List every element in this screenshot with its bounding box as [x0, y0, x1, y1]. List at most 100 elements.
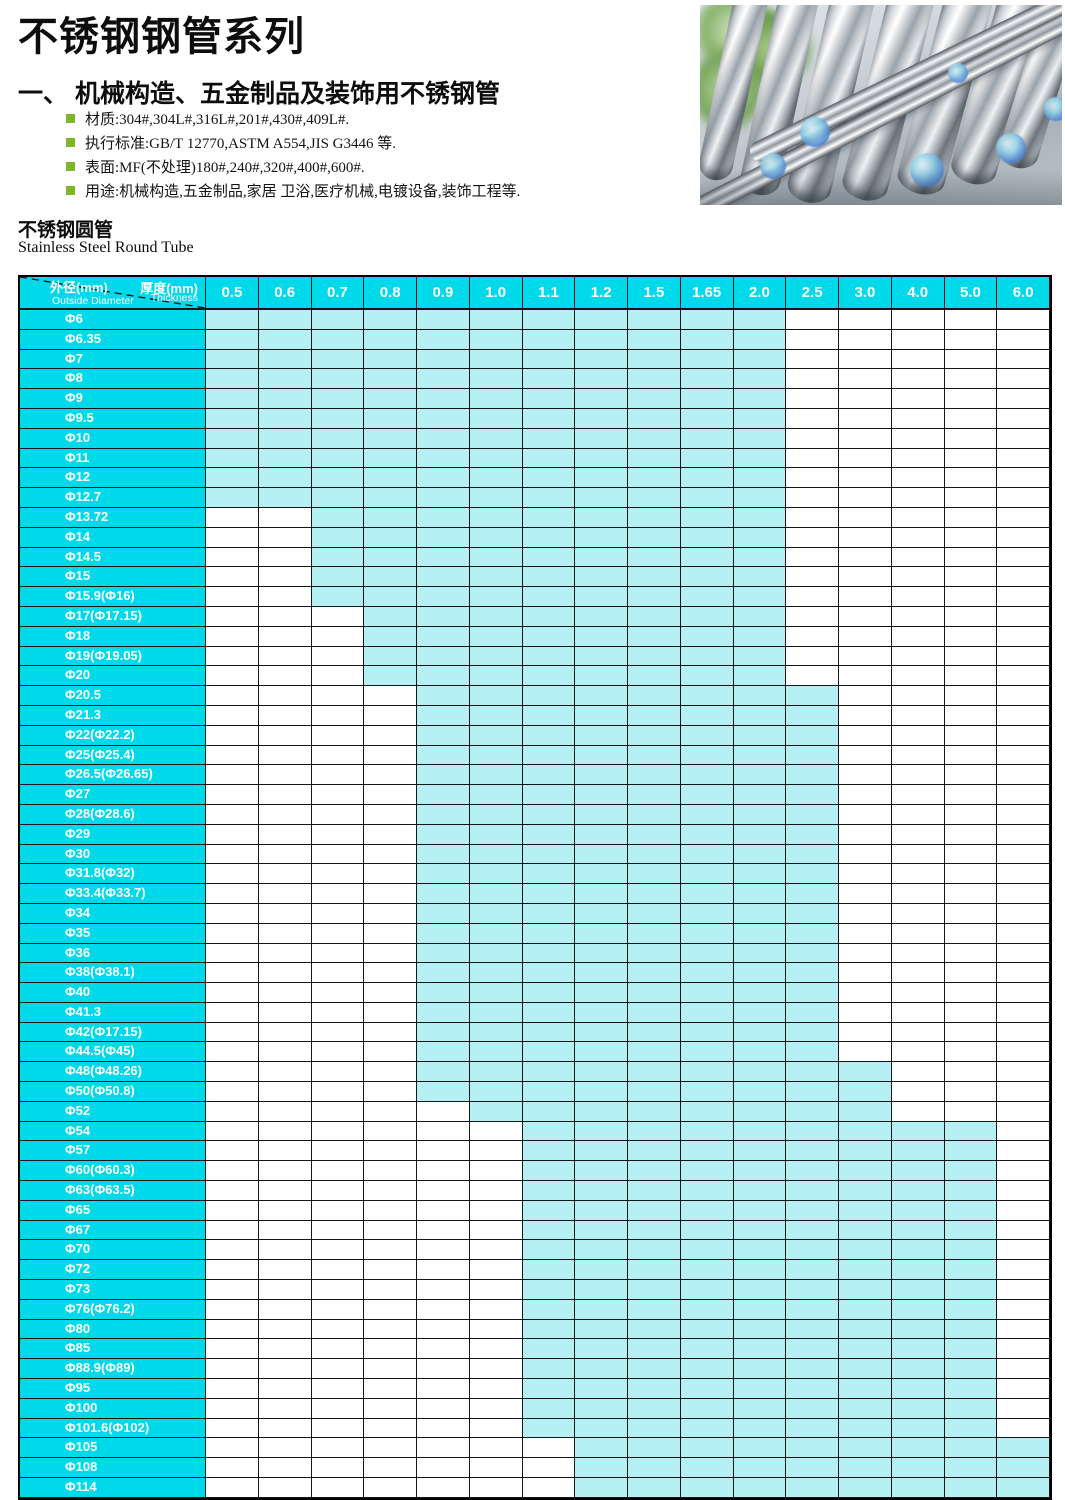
availability-cell: [258, 824, 312, 845]
availability-cell: [522, 1062, 576, 1083]
availability-cell: [628, 547, 681, 568]
availability-cell: [311, 448, 365, 469]
availability-cell: [522, 626, 576, 647]
availability-cell: [258, 448, 312, 469]
availability-cell: [733, 1339, 787, 1360]
availability-cell: [469, 488, 523, 508]
availability-cell: [680, 745, 734, 766]
availability-cell: [786, 903, 839, 924]
outside-diameter-row-label: Φ19(Φ19.05): [20, 646, 206, 667]
availability-cell: [258, 1062, 312, 1083]
outside-diameter-row-label: Φ65: [20, 1200, 206, 1221]
outside-diameter-row-label: Φ12.7: [20, 488, 206, 508]
availability-cell: [944, 1260, 998, 1281]
availability-cell: [628, 527, 681, 548]
availability-cell: [628, 705, 681, 726]
availability-cell: [628, 329, 681, 350]
availability-cell: [891, 468, 945, 489]
availability-cell: [417, 1220, 470, 1241]
availability-cell: [311, 1200, 365, 1221]
availability-cell: [680, 1438, 734, 1459]
availability-cell: [364, 349, 417, 370]
availability-cell: [680, 646, 734, 667]
availability-cell: [733, 943, 787, 964]
availability-cell: [839, 923, 892, 944]
availability-cell: [839, 1181, 892, 1201]
availability-cell: [944, 349, 998, 370]
availability-cell: [522, 1458, 576, 1479]
availability-cell: [364, 428, 417, 449]
availability-cell: [680, 567, 734, 588]
availability-cell: [258, 587, 312, 607]
availability-cell: [628, 1101, 681, 1122]
availability-cell: [522, 1339, 576, 1360]
availability-cell: [364, 725, 417, 746]
availability-cell: [417, 428, 470, 449]
availability-cell: [839, 1260, 892, 1281]
availability-cell: [522, 1200, 576, 1221]
availability-cell: [522, 1260, 576, 1281]
availability-cell: [628, 963, 681, 984]
availability-cell: [891, 1062, 945, 1083]
outside-diameter-row-label: Φ80: [20, 1319, 206, 1340]
availability-cell: [944, 369, 998, 390]
availability-cell: [206, 606, 259, 627]
availability-cell: [733, 884, 787, 904]
availability-cell: [628, 1478, 681, 1498]
availability-cell: [891, 349, 945, 370]
availability-cell: [839, 705, 892, 726]
availability-cell: [997, 943, 1050, 964]
availability-cell: [417, 1398, 470, 1419]
availability-cell: [417, 1458, 470, 1479]
availability-cell: [944, 1181, 998, 1201]
availability-cell: [364, 745, 417, 766]
availability-cell: [628, 983, 681, 1003]
availability-cell: [786, 408, 839, 429]
availability-cell: [575, 765, 628, 786]
availability-cell: [364, 1458, 417, 1479]
availability-cell: [522, 1161, 576, 1182]
availability-cell: [839, 666, 892, 687]
availability-cell: [417, 765, 470, 786]
availability-cell: [311, 1478, 365, 1498]
availability-cell: [891, 745, 945, 766]
availability-cell: [311, 1398, 365, 1419]
availability-cell: [364, 1398, 417, 1419]
availability-cell: [839, 329, 892, 350]
availability-cell: [944, 606, 998, 627]
availability-cell: [733, 1002, 787, 1023]
availability-cell: [839, 349, 892, 370]
corner-thickness-en: Thickness: [150, 292, 198, 304]
availability-cell: [628, 389, 681, 409]
availability-cell: [997, 1101, 1050, 1122]
availability-cell: [733, 310, 787, 330]
availability-cell: [311, 983, 365, 1003]
availability-cell: [997, 587, 1050, 607]
availability-cell: [786, 310, 839, 330]
availability-cell: [786, 567, 839, 588]
availability-cell: [206, 329, 259, 350]
availability-cell: [575, 864, 628, 885]
availability-cell: [628, 765, 681, 786]
availability-cell: [733, 1319, 787, 1340]
outside-diameter-row-label: Φ114: [20, 1478, 206, 1498]
availability-cell: [733, 1478, 787, 1498]
availability-cell: [680, 329, 734, 350]
photo-shadow: [700, 169, 1062, 205]
availability-cell: [839, 785, 892, 805]
availability-cell: [628, 408, 681, 429]
availability-cell: [997, 1260, 1050, 1281]
availability-cell: [522, 349, 576, 370]
availability-cell: [522, 745, 576, 766]
availability-cell: [469, 785, 523, 805]
availability-cell: [469, 1002, 523, 1023]
availability-cell: [839, 310, 892, 330]
availability-cell: [786, 1398, 839, 1419]
availability-cell: [311, 1260, 365, 1281]
availability-cell: [258, 1082, 312, 1102]
availability-cell: [258, 1220, 312, 1241]
availability-cell: [258, 983, 312, 1003]
availability-cell: [417, 507, 470, 528]
availability-cell: [839, 606, 892, 627]
availability-cell: [206, 943, 259, 964]
